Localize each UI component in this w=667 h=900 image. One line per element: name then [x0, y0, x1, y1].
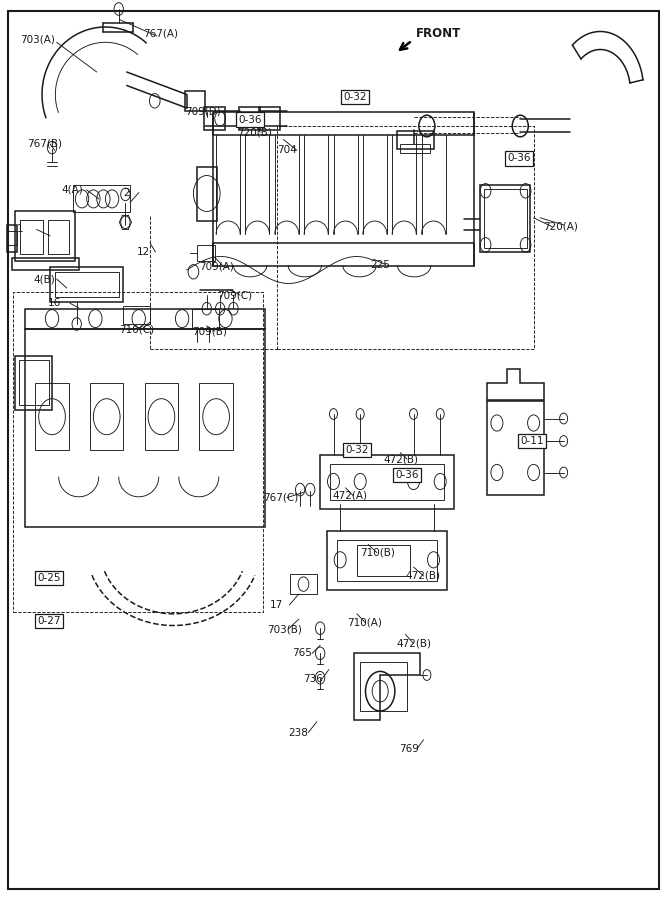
Text: 709(C): 709(C) [217, 290, 252, 301]
Text: 225: 225 [370, 259, 390, 270]
Text: FRONT: FRONT [416, 27, 461, 40]
Bar [397, 130, 434, 148]
Bar [12, 258, 79, 270]
Text: 0-32: 0-32 [343, 92, 367, 103]
Bar [73, 185, 130, 212]
Text: 769: 769 [399, 743, 419, 754]
Text: 720(A): 720(A) [544, 221, 578, 232]
Text: 767(B): 767(B) [27, 139, 61, 149]
Text: 736: 736 [303, 673, 323, 684]
Text: 710(B): 710(B) [360, 547, 395, 558]
Text: 0-36: 0-36 [238, 114, 262, 125]
Text: 767(A): 767(A) [143, 28, 178, 39]
Text: 704: 704 [277, 145, 297, 156]
Text: 767(C): 767(C) [263, 492, 299, 503]
Bar [197, 166, 217, 220]
Text: 0-36: 0-36 [507, 153, 531, 164]
Text: 17: 17 [269, 599, 283, 610]
Bar [199, 382, 233, 450]
Bar [259, 107, 280, 130]
Bar [213, 243, 474, 266]
Text: 709(A): 709(A) [199, 261, 233, 272]
Text: 472(B): 472(B) [396, 638, 431, 649]
Bar [145, 382, 178, 450]
Text: 238: 238 [288, 727, 308, 738]
Text: 0-32: 0-32 [345, 445, 369, 455]
Bar [400, 144, 430, 153]
Text: 2: 2 [123, 187, 130, 198]
Bar [480, 184, 530, 252]
Bar [13, 292, 263, 612]
Bar [330, 464, 444, 500]
Text: 4(B): 4(B) [33, 274, 55, 284]
Bar [48, 220, 69, 254]
Bar [90, 382, 123, 450]
Text: 720(B): 720(B) [237, 127, 271, 138]
Text: 709(B): 709(B) [192, 326, 227, 337]
Bar [327, 531, 447, 590]
Text: 12: 12 [137, 247, 150, 257]
Text: 472(B): 472(B) [406, 571, 440, 581]
Text: 0-25: 0-25 [37, 572, 61, 583]
Text: 472(B): 472(B) [384, 454, 418, 464]
Bar [213, 112, 474, 135]
Bar [55, 272, 119, 297]
Text: 710(A): 710(A) [347, 617, 382, 628]
Text: 0-36: 0-36 [395, 470, 419, 481]
Text: 4(A): 4(A) [61, 184, 83, 195]
Text: 472(A): 472(A) [332, 491, 367, 501]
Bar [337, 540, 437, 580]
Bar [7, 231, 17, 245]
Bar [15, 212, 75, 261]
Bar [357, 544, 410, 576]
Text: 703(A): 703(A) [20, 34, 55, 45]
Bar [19, 360, 49, 405]
Bar [239, 107, 260, 130]
Bar [277, 126, 534, 349]
Bar [25, 328, 265, 526]
Bar [50, 267, 123, 302]
Bar [484, 189, 527, 248]
Bar [7, 225, 17, 252]
Bar [185, 91, 205, 111]
Text: 1: 1 [17, 224, 23, 235]
Text: 0-27: 0-27 [37, 616, 61, 626]
Text: 16: 16 [48, 298, 61, 309]
Bar [197, 245, 215, 261]
Text: 710(C): 710(C) [119, 324, 154, 335]
Text: 765: 765 [292, 648, 312, 659]
Text: 703(B): 703(B) [267, 624, 301, 634]
Bar [320, 454, 454, 508]
Bar [192, 309, 219, 328]
Bar [35, 382, 69, 450]
Bar [290, 574, 317, 594]
Bar [15, 356, 52, 410]
Text: 709(D): 709(D) [185, 106, 221, 117]
Bar [20, 220, 43, 254]
Bar [487, 400, 544, 495]
Text: 0-11: 0-11 [520, 436, 544, 446]
Bar [25, 309, 265, 328]
Bar [204, 107, 225, 130]
Bar [123, 306, 150, 324]
Bar [360, 662, 407, 711]
